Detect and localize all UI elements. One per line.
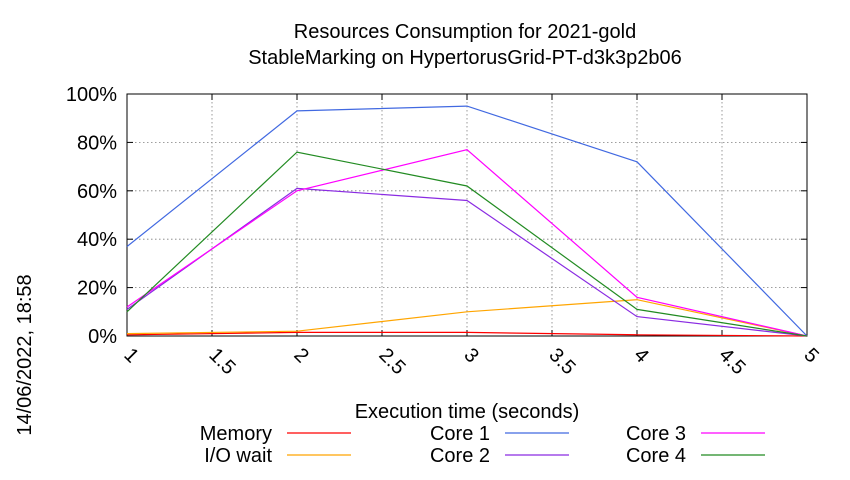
x-tick-label: 5	[799, 344, 822, 367]
legend-label-core-3: Core 3	[626, 423, 686, 445]
series-line-core-4	[126, 151, 808, 337]
y-tick-label: 0%	[88, 326, 117, 348]
y-tick-label: 20%	[77, 278, 117, 300]
series-line-core-1	[126, 105, 808, 337]
x-tick-label: 4.5	[714, 344, 749, 379]
x-tick-label: 2.5	[374, 344, 409, 379]
x-tick-label: 3	[459, 344, 482, 367]
series-lines	[126, 105, 808, 337]
x-axis-label: Execution time (seconds)	[355, 401, 580, 423]
legend-label-core-2: Core 2	[430, 445, 490, 467]
timestamp-label: 14/06/2022, 18:58	[14, 274, 36, 435]
plot-frame	[126, 93, 808, 337]
legend-label-core-4: Core 4	[626, 445, 686, 467]
legend-label-i-o-wait: I/O wait	[204, 445, 272, 467]
legend-label-core-1: Core 1	[430, 423, 490, 445]
series-line-memory	[126, 331, 808, 337]
series-line-core-2	[126, 187, 808, 337]
grid	[127, 94, 807, 336]
legend-label-memory: Memory	[200, 423, 272, 445]
series-line-core-3	[126, 149, 808, 337]
x-tick-label: 3.5	[544, 344, 579, 379]
chart-subtitle: StableMarking on HypertorusGrid-PT-d3k3p…	[248, 47, 682, 69]
x-tick-label: 1.5	[204, 344, 239, 379]
x-tick-label: 4	[629, 344, 652, 367]
x-tick-label: 2	[289, 344, 312, 367]
chart-title: Resources Consumption for 2021-gold	[294, 21, 636, 43]
y-tick-label: 80%	[77, 132, 117, 154]
y-tick-label: 60%	[77, 181, 117, 203]
y-tick-label: 40%	[77, 229, 117, 251]
x-tick-label: 1	[119, 344, 142, 367]
series-line-i-o-wait	[126, 299, 808, 337]
y-tick-label: 100%	[66, 84, 117, 106]
